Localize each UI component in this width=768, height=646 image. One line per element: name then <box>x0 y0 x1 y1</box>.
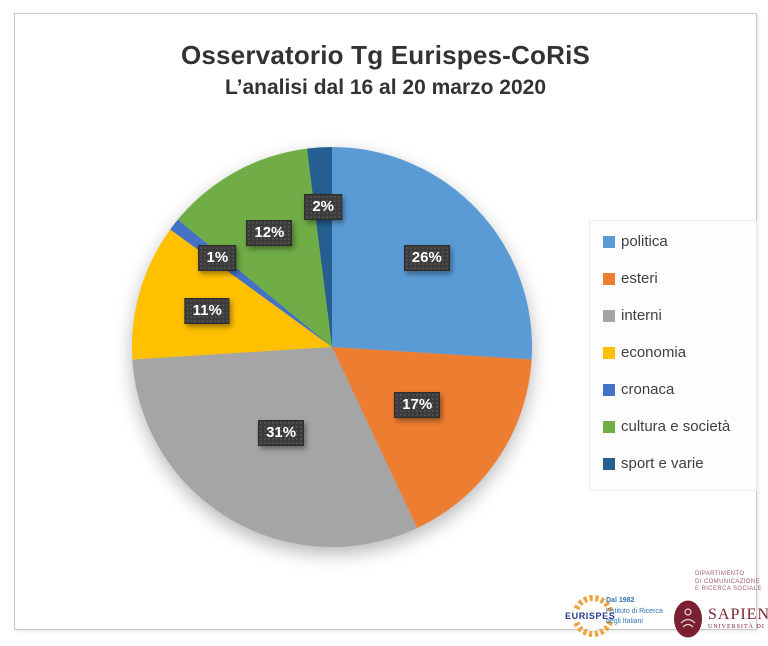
title-block: Osservatorio Tg Eurispes-CoRiS L’analisi… <box>15 40 756 100</box>
legend-item-economia: economia <box>603 334 756 371</box>
legend-swatch <box>603 384 615 396</box>
sapienza-names: SAPIENZA UNIVERSITÀ DI ROMA <box>708 606 768 631</box>
eurispes-logo: EURISPES Dal 1982 l’Istituto di Ricerca … <box>564 590 676 644</box>
sapienza-logo: DIPARTIMENTO DI COMUNICAZIONE E RICERCA … <box>672 571 768 639</box>
chart-subtitle: L’analisi dal 16 al 20 marzo 2020 <box>224 76 547 99</box>
legend-label: cronaca <box>621 381 675 398</box>
sapienza-department-line: DIPARTIMENTO <box>695 571 745 577</box>
legend-swatch <box>603 310 615 322</box>
sapienza-department-line: E RICERCA SOCIALE <box>695 586 762 592</box>
legend-item-cronaca: cronaca <box>603 371 756 408</box>
legend-swatch <box>603 236 615 248</box>
sapienza-department: DIPARTIMENTO DI COMUNICAZIONE E RICERCA … <box>695 571 768 594</box>
legend-swatch <box>603 421 615 433</box>
eurispes-tagline: Dal 1982 l’Istituto di Ricerca degli Ita… <box>606 596 663 628</box>
legend-swatch <box>603 347 615 359</box>
chart-title: Osservatorio Tg Eurispes-CoRiS <box>180 40 591 70</box>
legend-swatch <box>603 273 615 285</box>
legend-swatch <box>603 458 615 470</box>
eurispes-tagline-line: l’Istituto di Ricerca <box>606 607 663 615</box>
legend-label: esteri <box>621 270 658 287</box>
sapienza-crest-icon <box>674 600 702 637</box>
legend-item-sport-e-varie: sport e varie <box>603 445 756 482</box>
legend-label: interni <box>621 307 662 324</box>
legend-item-politica: politica <box>603 223 756 260</box>
sapienza-department-line: DI COMUNICAZIONE <box>695 578 761 585</box>
legend-label: politica <box>621 233 668 250</box>
legend-label: sport e varie <box>621 455 704 472</box>
legend-label: cultura e società <box>621 418 731 435</box>
chart-legend: politica esteri interni economia cronaca cult… <box>589 220 757 491</box>
sapienza-wordmark: SAPIENZA <box>708 606 768 623</box>
eurispes-tagline-line: Dal 1982 <box>606 597 635 604</box>
eurispes-wordmark: EURISPES <box>564 611 617 621</box>
eurispes-tagline-line: degli Italiani <box>606 618 643 625</box>
sapienza-subname: UNIVERSITÀ DI ROMA <box>708 624 768 630</box>
legend-label: economia <box>621 344 687 361</box>
legend-item-interni: interni <box>603 297 756 334</box>
legend-item-cultura-e-societ: cultura e società <box>603 408 756 445</box>
legend-item-esteri: esteri <box>603 260 756 297</box>
